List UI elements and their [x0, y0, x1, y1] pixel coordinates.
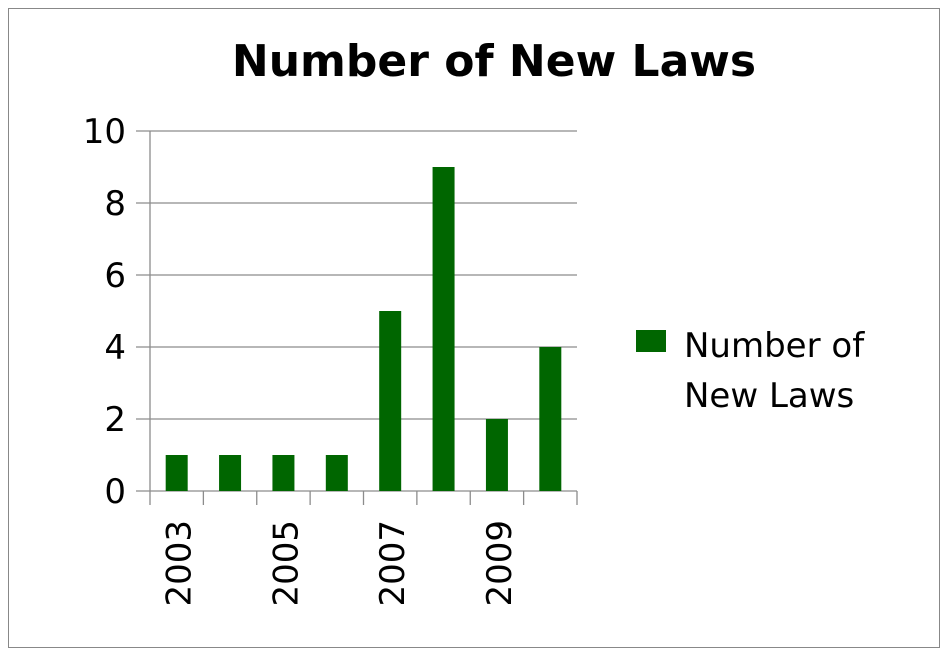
x-axis-ticks: 2003 2005 2007 2009 [160, 520, 520, 607]
legend-label-line-1: Number of [684, 326, 865, 366]
gridlines [136, 130, 577, 420]
y-tick-label-6: 6 [104, 256, 126, 296]
chart-title: Number of New Laws [232, 36, 756, 87]
y-tick-label-8: 8 [104, 184, 126, 224]
bars [165, 167, 562, 491]
x-tick-label-2009: 2009 [480, 520, 520, 607]
y-tick-label-4: 4 [104, 328, 126, 368]
bar-2006 [325, 455, 348, 491]
y-tick-label-0: 0 [104, 472, 126, 512]
y-tick-label-10: 10 [83, 112, 126, 152]
bar-2010 [539, 347, 562, 491]
bar-2009 [485, 419, 508, 491]
legend-label-line-2: New Laws [684, 376, 854, 416]
bar-2003 [165, 455, 188, 491]
bar-2005 [272, 455, 295, 491]
legend-swatch [636, 330, 666, 352]
x-tick-label-2005: 2005 [266, 520, 306, 607]
y-axis-ticks: 0 2 4 6 8 10 [83, 112, 126, 512]
y-tick-label-2: 2 [104, 400, 126, 440]
chart-frame [8, 8, 940, 648]
bar-2008 [432, 167, 455, 491]
x-tick-label-2003: 2003 [160, 520, 200, 607]
bar-2007 [379, 311, 402, 491]
x-tick-label-2007: 2007 [373, 520, 413, 607]
axes [136, 131, 578, 505]
bar-2004 [219, 455, 242, 491]
legend: Number of New Laws [636, 326, 865, 416]
